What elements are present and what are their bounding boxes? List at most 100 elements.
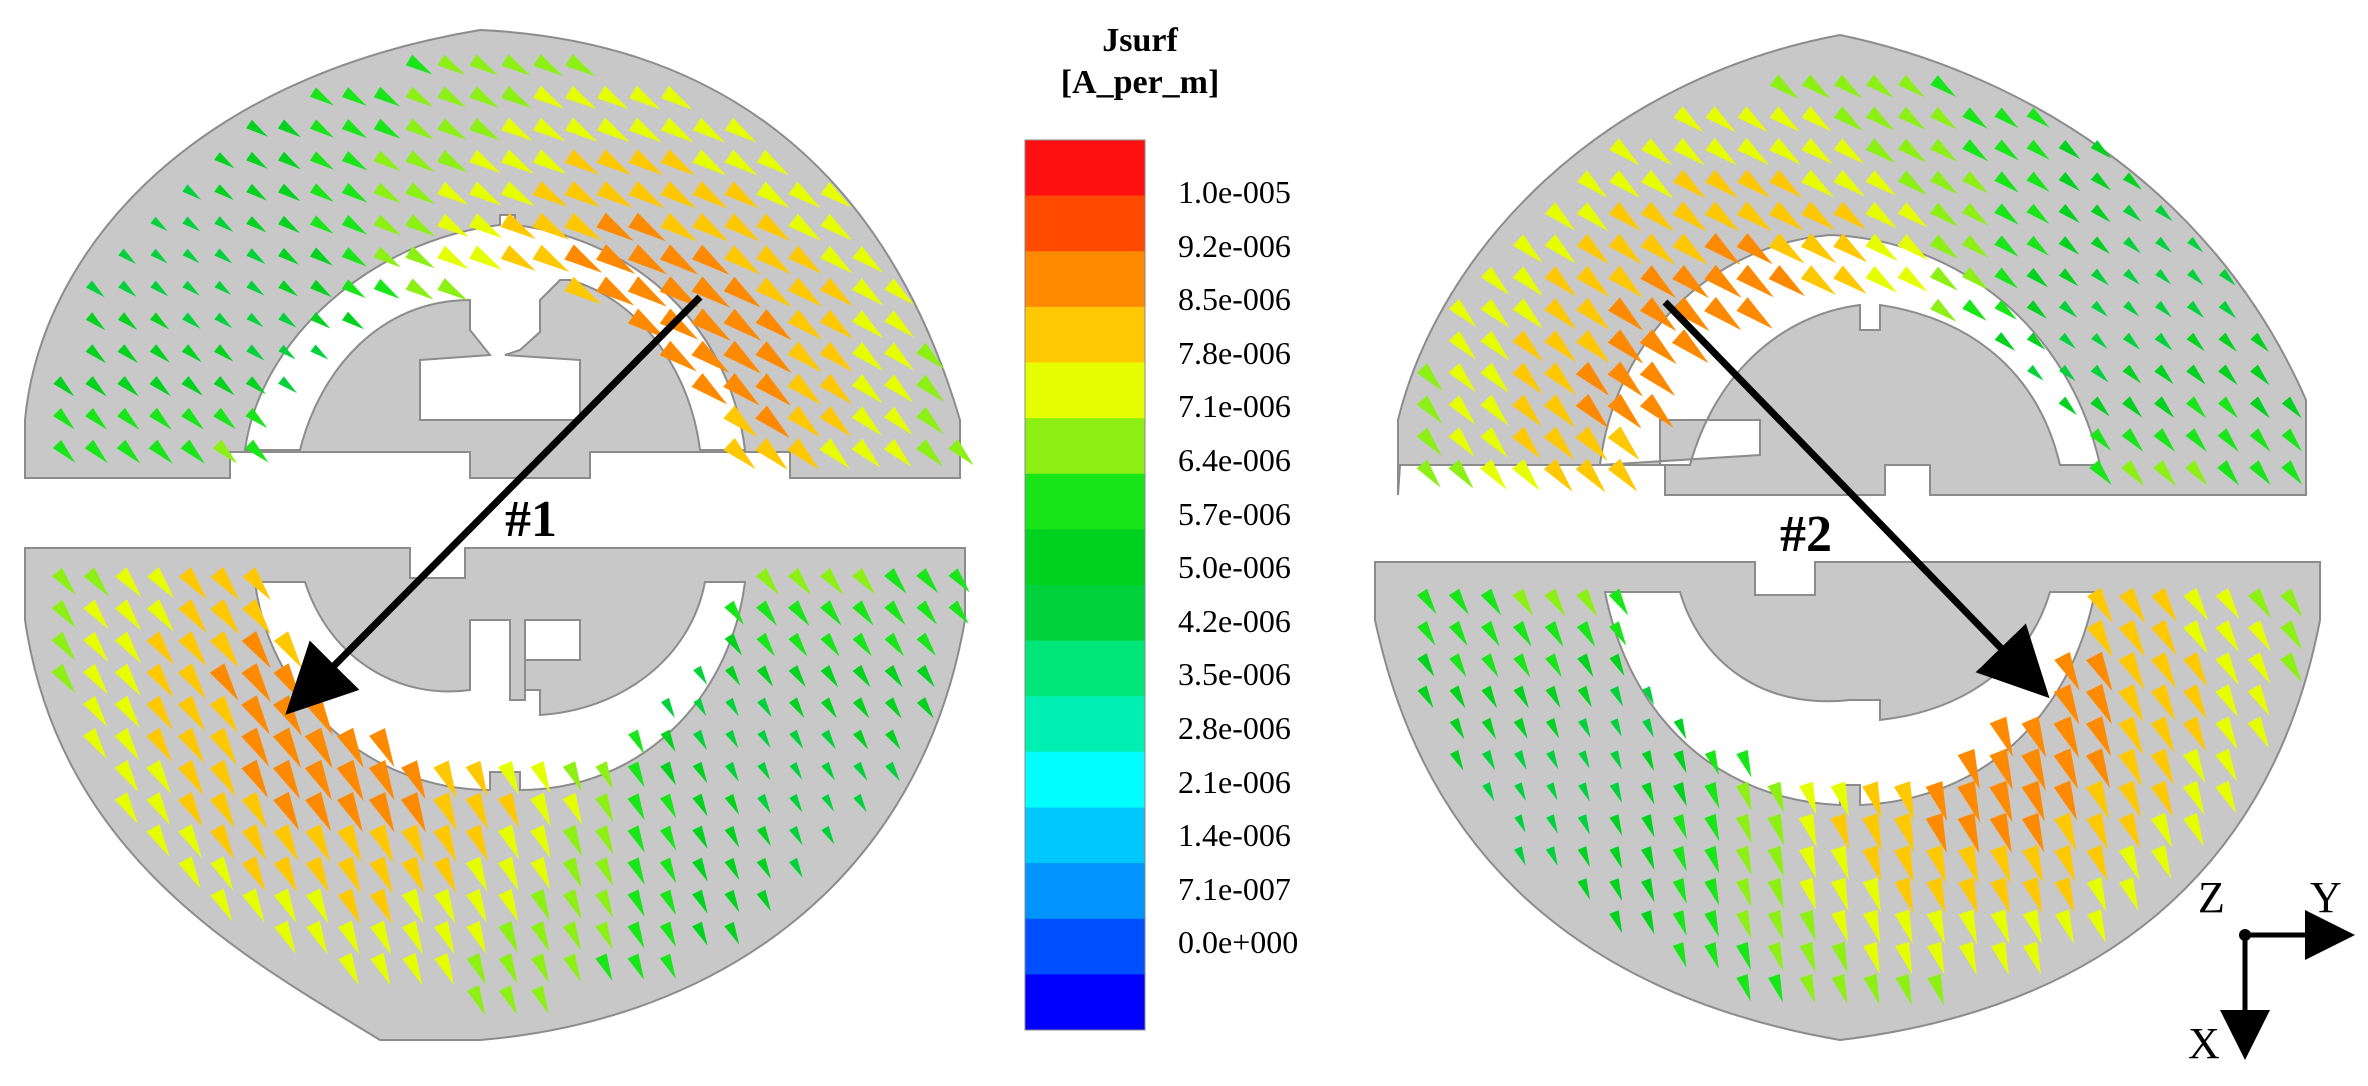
- current-vector: [660, 793, 677, 819]
- current-vector: [659, 857, 677, 884]
- current-vector: [2218, 364, 2238, 385]
- current-vector: [627, 889, 645, 917]
- current-vector: [595, 921, 613, 950]
- current-vector: [433, 760, 457, 799]
- color-swatch: [1025, 807, 1145, 864]
- legend-title-quantity: Jsurf: [1102, 22, 1178, 59]
- current-vector: [150, 312, 170, 330]
- current-vector: [146, 631, 174, 665]
- current-vector: [756, 632, 775, 657]
- current-vector: [661, 697, 675, 718]
- current-vector: [2187, 269, 2204, 286]
- current-vector: [532, 181, 568, 207]
- current-vector: [2090, 204, 2111, 223]
- current-vector: [497, 824, 520, 860]
- current-vector: [1641, 846, 1655, 871]
- current-vector: [83, 695, 108, 727]
- current-vector: [659, 244, 699, 275]
- current-vector: [852, 697, 870, 719]
- current-vector: [1994, 139, 2019, 161]
- current-vector: [1991, 941, 2009, 976]
- current-vector: [660, 729, 676, 752]
- current-vector: [1609, 170, 1641, 199]
- current-vector: [1865, 265, 1898, 293]
- current-vector: [305, 824, 331, 863]
- current-vector: [2053, 684, 2080, 725]
- current-vector: [83, 567, 109, 597]
- x-axis-label: X: [2188, 1019, 2220, 1068]
- current-vector: [530, 761, 551, 794]
- current-vector: [788, 245, 822, 274]
- current-vector: [627, 825, 645, 853]
- current-vector: [373, 278, 400, 299]
- current-vector: [1576, 265, 1610, 298]
- current-vector: [564, 244, 603, 273]
- current-vector: [1767, 877, 1784, 909]
- current-vector: [627, 921, 645, 949]
- current-vector: [2091, 333, 2108, 349]
- current-vector: [469, 245, 503, 270]
- current-vector: [820, 182, 852, 208]
- current-vector: [1639, 297, 1677, 332]
- current-vector: [214, 248, 233, 264]
- current-vector: [693, 665, 708, 685]
- current-vector: [2183, 780, 2205, 815]
- current-vector: [278, 280, 298, 297]
- current-vector: [2058, 268, 2079, 287]
- current-vector: [1704, 233, 1741, 265]
- current-vector: [1769, 106, 1800, 132]
- current-vector: [214, 344, 234, 362]
- y-axis-label: Y: [2310, 873, 2342, 922]
- port1-label: #1: [505, 491, 557, 548]
- current-vector: [242, 567, 271, 601]
- current-vector: [1575, 394, 1609, 429]
- current-vector: [373, 214, 402, 236]
- current-vector: [916, 697, 934, 719]
- current-vector: [2250, 332, 2269, 352]
- current-vector: [1957, 813, 1980, 854]
- current-vector: [2215, 716, 2238, 750]
- current-vector: [756, 245, 792, 275]
- current-vector: [2247, 684, 2270, 717]
- current-vector: [2026, 107, 2050, 128]
- current-vector: [2151, 845, 2172, 879]
- current-vector: [2218, 332, 2237, 352]
- current-vector: [1801, 138, 1833, 165]
- current-vector: [1927, 941, 1945, 975]
- current-vector: [755, 437, 788, 470]
- current-vector: [1704, 878, 1720, 906]
- current-vector: [2086, 845, 2108, 882]
- current-vector: [691, 340, 730, 373]
- current-vector: [245, 407, 268, 429]
- current-vector: [148, 439, 173, 464]
- color-bar-frame: [1024, 139, 1146, 1031]
- current-vector: [724, 213, 760, 242]
- current-vector: [885, 729, 901, 750]
- current-vector: [2118, 587, 2146, 624]
- current-vector: [437, 86, 466, 108]
- current-vector: [628, 729, 645, 754]
- current-vector: [596, 117, 630, 143]
- current-vector: [884, 600, 906, 625]
- current-vector: [723, 438, 756, 470]
- current-vector: [85, 407, 108, 430]
- current-vector: [246, 216, 267, 233]
- current-vector: [309, 247, 333, 266]
- current-vector: [209, 695, 238, 733]
- current-vector: [341, 215, 368, 235]
- current-vector: [1575, 361, 1610, 396]
- current-vector: [2086, 780, 2110, 820]
- coordinate-triad: [2220, 910, 2355, 1060]
- current-vector: [278, 151, 301, 170]
- current-vector: [789, 761, 803, 780]
- current-vector: [405, 214, 435, 237]
- current-vector: [883, 406, 913, 435]
- current-vector: [1512, 426, 1541, 459]
- current-vector: [305, 888, 329, 924]
- legend-tick-label: 7.1e-006: [1178, 388, 1291, 425]
- current-vector: [149, 344, 170, 363]
- current-vector: [852, 246, 884, 273]
- current-vector: [114, 663, 141, 696]
- current-vector: [1640, 265, 1676, 298]
- current-vector: [466, 921, 487, 954]
